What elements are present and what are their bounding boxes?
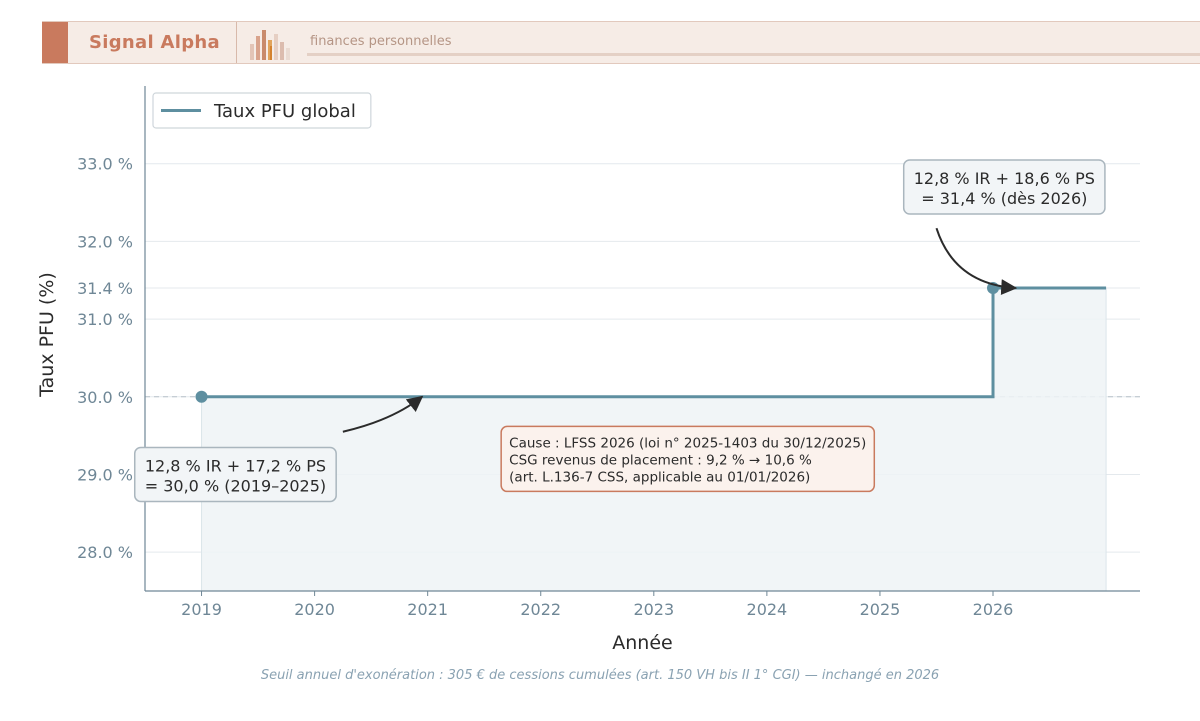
annotation-text: 12,8 % IR + 18,6 % PS	[914, 169, 1095, 188]
brand-name: Signal Alpha	[89, 32, 220, 53]
header-banner: Signal Alpha finances personnelles	[42, 21, 1200, 64]
x-tick-label: 2021	[407, 600, 448, 619]
y-axis-title: Taux PFU (%)	[36, 272, 58, 398]
y-tick-label: 29.0 %	[77, 465, 133, 484]
annotation-arrow	[342, 395, 424, 433]
legend: Taux PFU global	[152, 92, 372, 129]
banner-tagline: finances personnelles	[310, 34, 452, 49]
footnote: Seuil annuel d'exonération : 305 € de ce…	[260, 668, 940, 683]
annotation-text: 12,8 % IR + 17,2 % PS	[145, 456, 326, 475]
banner-divider	[236, 22, 237, 63]
y-tick-label: 33.0 %	[77, 155, 133, 174]
x-tick-label: 2023	[633, 600, 674, 619]
bar-chart-logo-icon	[250, 30, 290, 60]
x-tick-label: 2022	[520, 600, 561, 619]
y-tick-label: 32.0 %	[77, 232, 133, 251]
annotation-text: = 30,0 % (2019–2025)	[145, 476, 326, 495]
annotation-box: Cause : LFSS 2026 (loi n° 2025-1403 du 3…	[500, 425, 876, 493]
x-tick-label: 2020	[294, 600, 335, 619]
series-line	[201, 286, 1107, 399]
x-axis-title: Année	[612, 632, 672, 654]
x-tick-label: 2025	[860, 600, 901, 619]
y-tick-label: 31.4 %	[77, 279, 133, 298]
annotation-text: = 31,4 % (dès 2026)	[921, 189, 1087, 208]
annotation-box: 12,8 % IR + 18,6 % PS= 31,4 % (dès 2026)	[902, 159, 1106, 215]
banner-underline	[307, 53, 1200, 56]
annotation-box: 12,8 % IR + 17,2 % PS= 30,0 % (2019–2025…	[133, 446, 337, 503]
y-tick-label: 31.0 %	[77, 310, 133, 329]
x-tick-label: 2026	[973, 600, 1014, 619]
annotation-frame	[500, 425, 876, 493]
y-tick-label: 28.0 %	[77, 543, 133, 562]
banner-accent-block	[42, 22, 68, 63]
x-tick-label: 2019	[181, 600, 222, 619]
x-tick-label: 2024	[747, 600, 788, 619]
annotation-text: (art. L.136-7 CSS, applicable au 01/01/2…	[509, 469, 810, 485]
legend-label: Taux PFU global	[213, 101, 356, 122]
data-point-marker	[195, 390, 208, 403]
annotation-text: CSG revenus de placement : 9,2 % → 10,6 …	[509, 452, 812, 468]
annotation-frame	[902, 159, 1106, 215]
annotation-text: Cause : LFSS 2026 (loi n° 2025-1403 du 3…	[509, 435, 866, 451]
annotation-frame	[133, 446, 337, 503]
legend-frame	[152, 92, 372, 129]
y-tick-label: 30.0 %	[77, 388, 133, 407]
annotation-arrow	[935, 227, 1018, 296]
